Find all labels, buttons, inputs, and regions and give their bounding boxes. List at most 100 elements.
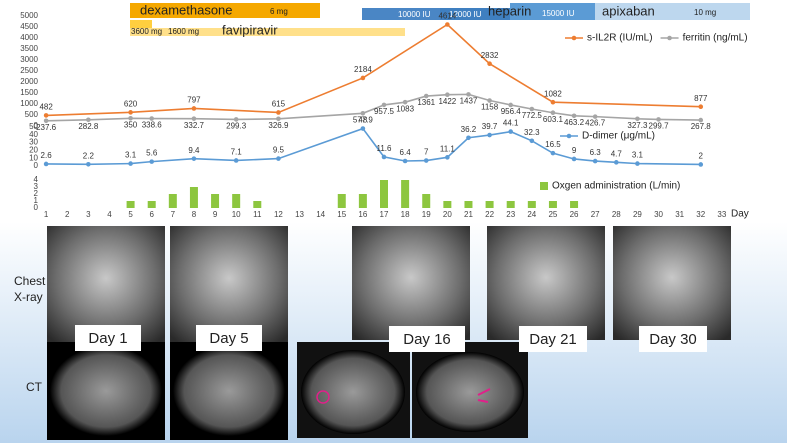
data-label: 39.7: [482, 122, 498, 131]
day-box: [639, 326, 707, 352]
marker: [149, 116, 155, 121]
marker: [276, 110, 281, 115]
heparin-bar: [440, 8, 510, 20]
marker: [381, 154, 387, 160]
data-label: 299.7: [649, 122, 670, 131]
data-label: 1422: [438, 97, 456, 106]
bar: [189, 187, 198, 208]
x-tick-label: 14: [316, 210, 325, 219]
marker: [191, 116, 197, 121]
x-tick-label: 16: [358, 210, 367, 219]
data-label: 11.6: [377, 144, 393, 153]
bar: [168, 194, 177, 208]
data-label: 2: [699, 152, 704, 161]
data-label: 615: [272, 100, 286, 109]
data-label: 577.9: [353, 115, 374, 124]
data-label: 7: [424, 148, 429, 157]
y-tick-label: 500: [25, 110, 39, 119]
series-line: [46, 127, 701, 166]
data-label: 9.4: [188, 146, 200, 155]
marker: [487, 61, 492, 66]
bar: [443, 201, 452, 208]
data-label: 1083: [396, 104, 414, 113]
marker: [487, 132, 492, 138]
y-tick-label: 2500: [20, 66, 38, 75]
x-tick-label: 6: [149, 210, 154, 219]
drug-name: apixaban: [602, 3, 655, 18]
apixaban-bar: [595, 3, 750, 20]
marker: [698, 104, 704, 110]
marker: [613, 160, 619, 165]
x-tick-label: 22: [485, 210, 494, 219]
marker: [233, 158, 239, 163]
marker: [128, 116, 133, 121]
marker: [698, 117, 704, 123]
marker: [445, 92, 450, 98]
data-label: 267.8: [691, 122, 712, 131]
x-tick-label: 3: [86, 210, 91, 219]
data-label: 11.1: [440, 144, 456, 153]
day-box: [75, 325, 141, 351]
drug-dose: 1600 mg: [168, 27, 199, 36]
marker: [550, 110, 556, 116]
x-tick-label: 17: [380, 210, 389, 219]
drug-name: dexamethasone: [140, 2, 233, 17]
marker: [191, 156, 197, 161]
marker: [550, 150, 556, 156]
data-label: 772.5: [522, 111, 543, 120]
ct-marker: [477, 388, 491, 403]
marker: [360, 110, 366, 116]
data-label: 877: [694, 94, 708, 103]
marker: [43, 161, 49, 167]
marker: [423, 93, 429, 99]
marker: [360, 75, 366, 81]
legend-label: s-IL2R (IU/mL): [587, 33, 653, 44]
drug-name: heparin: [488, 3, 531, 18]
x-tick-label: 23: [506, 210, 515, 219]
marker: [550, 99, 556, 105]
row-label: CT: [26, 380, 43, 394]
marker: [635, 161, 640, 166]
data-label: 463.2: [564, 118, 585, 127]
bar: [422, 194, 431, 208]
marker: [529, 138, 535, 144]
legend-marker: [566, 133, 572, 139]
x-tick-label: 32: [696, 210, 705, 219]
marker: [698, 162, 704, 167]
series-line: [46, 93, 701, 122]
bar: [211, 194, 220, 208]
y-tick-label: 10: [29, 153, 38, 162]
marker: [423, 158, 429, 163]
y-tick-label: 4: [34, 175, 39, 184]
day-label: Day 21: [529, 331, 577, 348]
x-tick-label: 33: [717, 210, 726, 219]
data-label: 9: [572, 146, 577, 155]
x-tick-label: 15: [337, 210, 346, 219]
y-tick-label: 0: [34, 121, 39, 130]
data-label: 1437: [460, 96, 478, 105]
marker: [191, 106, 197, 111]
x-tick-label: 20: [443, 210, 452, 219]
y-tick-label: 0: [34, 203, 39, 212]
x-tick-label: 13: [295, 210, 304, 219]
marker: [656, 117, 661, 122]
y-tick-label: 3: [34, 182, 39, 191]
data-label: 2.2: [83, 151, 95, 160]
marker: [276, 156, 281, 161]
row-label: Chest: [14, 274, 46, 288]
data-label: 1158: [481, 103, 499, 112]
marker: [635, 116, 640, 122]
bar: [358, 194, 367, 208]
data-label: 6.3: [590, 148, 602, 157]
data-label: 956.4: [501, 107, 522, 116]
y-tick-label: 2000: [20, 77, 38, 86]
data-label: 326.9: [268, 121, 289, 130]
y-tick-label: 30: [29, 138, 38, 147]
legend-label: ferritin (ng/mL): [683, 33, 748, 44]
marker: [360, 126, 366, 131]
data-label: 6.4: [400, 148, 412, 157]
treatments: dexamethasone 6 mg 3600 mg 1600 mg favip…: [130, 2, 750, 37]
drug-dose: 10000 IU: [398, 10, 431, 19]
